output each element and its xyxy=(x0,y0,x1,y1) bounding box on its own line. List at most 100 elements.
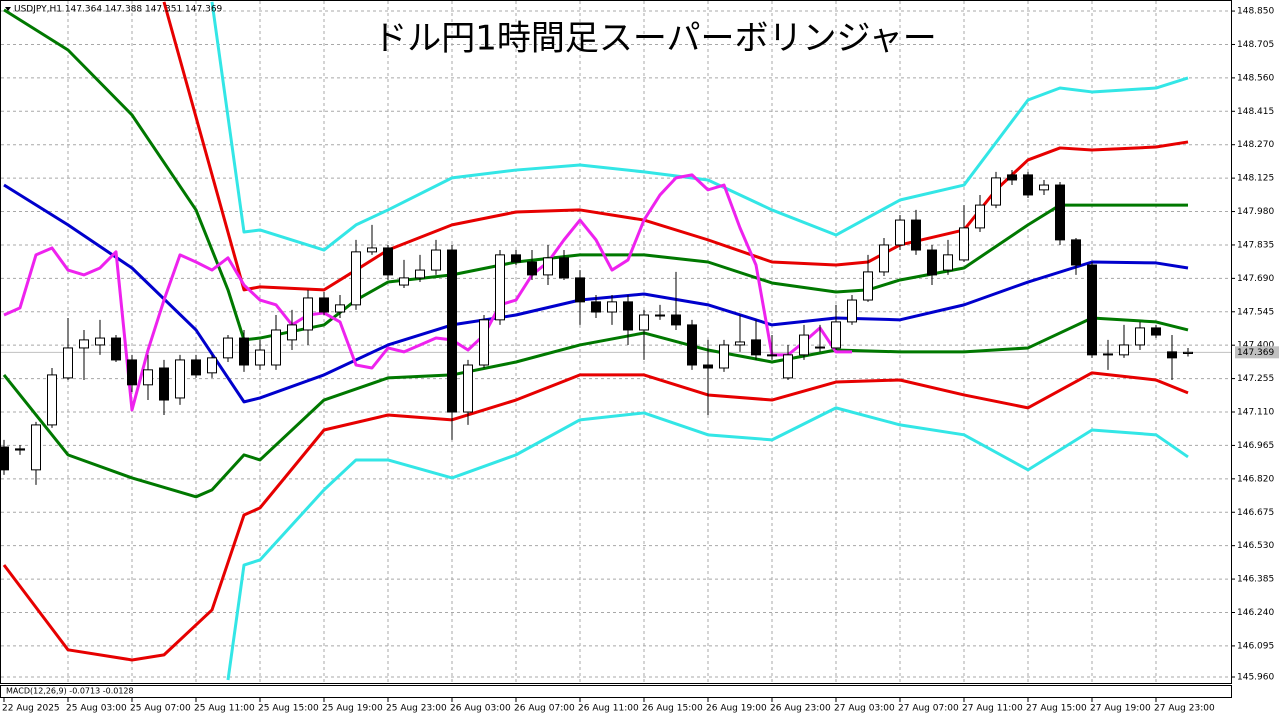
candle-body xyxy=(207,357,217,374)
labels: 148.850 148.705 148.560 148.415 148.270 148.1… xyxy=(2,7,1279,714)
y-tick-label: 145.960 xyxy=(1237,673,1274,683)
y-tick-label: 148.705 xyxy=(1237,40,1274,50)
y-tick-label: 148.125 xyxy=(1237,174,1274,184)
indicator-frame xyxy=(0,685,1232,698)
y-tick-label: 146.820 xyxy=(1237,474,1274,484)
candle-body xyxy=(991,177,1001,206)
candle-body xyxy=(671,314,681,326)
candle-body xyxy=(127,359,137,386)
candle-body xyxy=(847,299,857,323)
menu-arrow[interactable] xyxy=(5,7,11,11)
candle-body xyxy=(959,227,969,261)
candle-body xyxy=(911,219,921,251)
y-tick-label: 147.980 xyxy=(1237,207,1274,217)
candle-body xyxy=(287,324,297,341)
candle-body xyxy=(943,254,953,271)
band-line xyxy=(2,371,1189,662)
y-tick-label: 148.560 xyxy=(1237,73,1274,83)
candle-body xyxy=(303,297,313,331)
candle-body xyxy=(159,367,169,401)
candle-body xyxy=(719,344,729,369)
price-tag xyxy=(1235,346,1279,359)
candle-body xyxy=(927,249,937,276)
candle-body xyxy=(319,297,329,313)
candles xyxy=(1,170,1193,485)
x-tick-label: 27 Aug 15:00 xyxy=(1026,704,1087,714)
x-tick-label: 22 Aug 2025 xyxy=(2,704,60,714)
x-tick-label: 25 Aug 07:00 xyxy=(130,704,191,714)
candle-body xyxy=(863,271,873,301)
y-tick-label: 147.690 xyxy=(1237,274,1274,284)
x-tick-label: 25 Aug 19:00 xyxy=(322,704,383,714)
candle-body xyxy=(895,219,905,246)
candle-body xyxy=(495,254,505,321)
x-tick-label: 25 Aug 23:00 xyxy=(386,704,447,714)
candle-body xyxy=(799,334,809,356)
y-tick-label: 148.415 xyxy=(1237,107,1274,117)
candle-body xyxy=(175,359,185,399)
y-tick-label: 146.385 xyxy=(1237,575,1274,585)
x-tick-label: 25 Aug 03:00 xyxy=(66,704,127,714)
candle-body xyxy=(1023,174,1033,196)
y-tick-label: 146.240 xyxy=(1237,608,1274,618)
candle-body xyxy=(415,269,425,279)
y-tick-label: 148.850 xyxy=(1237,7,1274,17)
price-tag-label: 147.369 xyxy=(1237,348,1274,358)
candle-body xyxy=(1071,239,1081,266)
header: USDJPY,H1 147.364 147.388 147.351 147.36… xyxy=(14,5,223,15)
candle-body xyxy=(63,347,73,379)
y-tick-label: 146.530 xyxy=(1237,541,1274,551)
candle-body xyxy=(511,254,521,263)
candle-body xyxy=(1055,184,1065,241)
candle-body xyxy=(527,261,537,276)
candle-body xyxy=(831,321,841,349)
candle-body xyxy=(223,337,233,359)
y-tick-label: 148.270 xyxy=(1237,140,1274,150)
candle-body xyxy=(879,244,889,273)
x-tick-label: 26 Aug 07:00 xyxy=(514,704,575,714)
candle-body xyxy=(735,341,745,346)
candle-body xyxy=(143,369,153,386)
candle-body xyxy=(239,337,249,366)
candle-body xyxy=(463,364,473,413)
band-line xyxy=(226,406,1189,681)
band-line xyxy=(162,1,1189,292)
y-tick-label: 147.255 xyxy=(1237,374,1274,384)
candle-body xyxy=(1039,184,1049,191)
candle-body xyxy=(95,337,105,346)
candle-body xyxy=(1151,327,1161,336)
candle-body xyxy=(399,277,409,286)
candle-body xyxy=(607,301,617,313)
candle-body xyxy=(335,304,345,313)
candle-body xyxy=(975,204,985,229)
candle-body xyxy=(655,314,665,317)
candle-body xyxy=(15,448,25,451)
candle-body xyxy=(767,354,777,357)
candle-body xyxy=(79,339,89,349)
candle-body xyxy=(1183,351,1193,354)
candle-body xyxy=(31,424,41,471)
x-tick-label: 26 Aug 23:00 xyxy=(770,704,831,714)
y-tick-label: 147.545 xyxy=(1237,307,1274,317)
x-tick-label: 25 Aug 15:00 xyxy=(258,704,319,714)
plot-frame xyxy=(0,0,1232,684)
candle-body xyxy=(639,314,649,331)
x-tick-label: 27 Aug 03:00 xyxy=(834,704,895,714)
band-line xyxy=(3,173,852,412)
x-tick-label: 26 Aug 19:00 xyxy=(706,704,767,714)
candle-body xyxy=(623,301,633,331)
candle-body xyxy=(687,324,697,366)
y-tick-label: 146.095 xyxy=(1237,641,1274,651)
chart-title: ドル円1時間足スーパーボリンジャー xyxy=(373,19,937,59)
x-tick-label: 26 Aug 15:00 xyxy=(642,704,703,714)
candle-body xyxy=(1007,174,1017,181)
candle-body xyxy=(47,374,57,426)
y-tick-label: 146.965 xyxy=(1237,441,1274,451)
candle-body xyxy=(543,257,553,276)
candle-body xyxy=(383,247,393,276)
candle-body xyxy=(1135,327,1145,346)
y-tick-label: 147.835 xyxy=(1237,240,1274,250)
y-tick-label: 147.110 xyxy=(1237,408,1274,418)
candle-body xyxy=(111,337,121,361)
x-tick-label: 27 Aug 19:00 xyxy=(1090,704,1151,714)
